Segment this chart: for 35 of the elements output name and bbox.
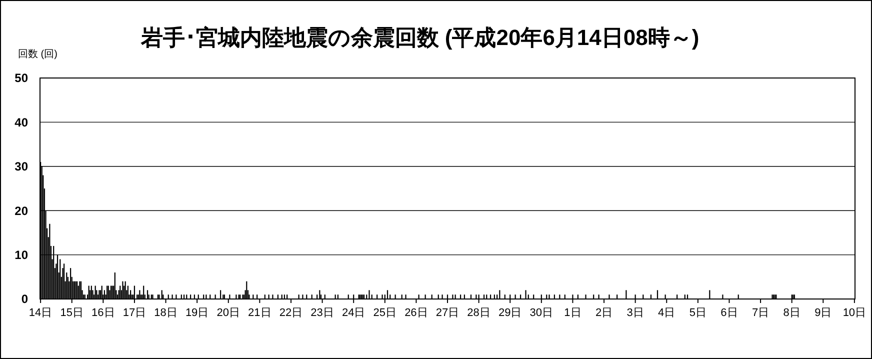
x-tick-label: 17日 — [122, 307, 146, 319]
x-tick-label: 14日 — [28, 307, 52, 319]
x-tick-label: 30日 — [530, 307, 554, 319]
x-tick-label: 26日 — [404, 307, 428, 319]
y-tick-label: 50 — [14, 71, 28, 86]
x-tick-label: 27日 — [436, 307, 460, 319]
x-tick-label: 29日 — [498, 307, 522, 319]
y-tick-label: 20 — [14, 204, 28, 218]
x-tick-label: 3日 — [626, 307, 644, 319]
x-tick-label: 1日 — [564, 307, 582, 319]
x-tick-label: 8日 — [783, 307, 800, 319]
y-tick-label: 10 — [14, 248, 28, 262]
x-tick-label: 21日 — [248, 307, 272, 319]
x-tick-label: 20日 — [216, 307, 240, 319]
y-tick-label: 30 — [14, 160, 28, 174]
x-tick-label: 7日 — [752, 307, 770, 319]
y-axis-title: 回数 (回) — [18, 49, 58, 60]
x-tick-label: 25日 — [373, 307, 397, 319]
x-tick-label: 5日 — [689, 307, 706, 319]
x-tick-label: 9日 — [814, 307, 832, 319]
x-tick-label: 22日 — [279, 307, 303, 319]
x-tick-label: 23日 — [310, 307, 334, 319]
x-tick-label: 4日 — [658, 307, 676, 319]
x-tick-label: 28日 — [467, 307, 490, 319]
y-tick-label: 0 — [21, 292, 28, 306]
x-tick-label: 19日 — [185, 307, 209, 319]
x-tick-label: 15日 — [60, 307, 84, 319]
x-tick-label: 2日 — [595, 307, 613, 319]
y-tick-label: 40 — [14, 115, 28, 130]
chart-title: 岩手･宮城内陸地震の余震回数 (平成20年6月14日08時～) — [140, 25, 700, 50]
x-tick-label: 18日 — [154, 307, 178, 319]
x-tick-label: 6日 — [720, 307, 738, 319]
x-tick-label: 16日 — [92, 307, 115, 319]
x-tick-label: 10日 — [842, 307, 866, 319]
x-tick-label: 24日 — [342, 307, 366, 319]
